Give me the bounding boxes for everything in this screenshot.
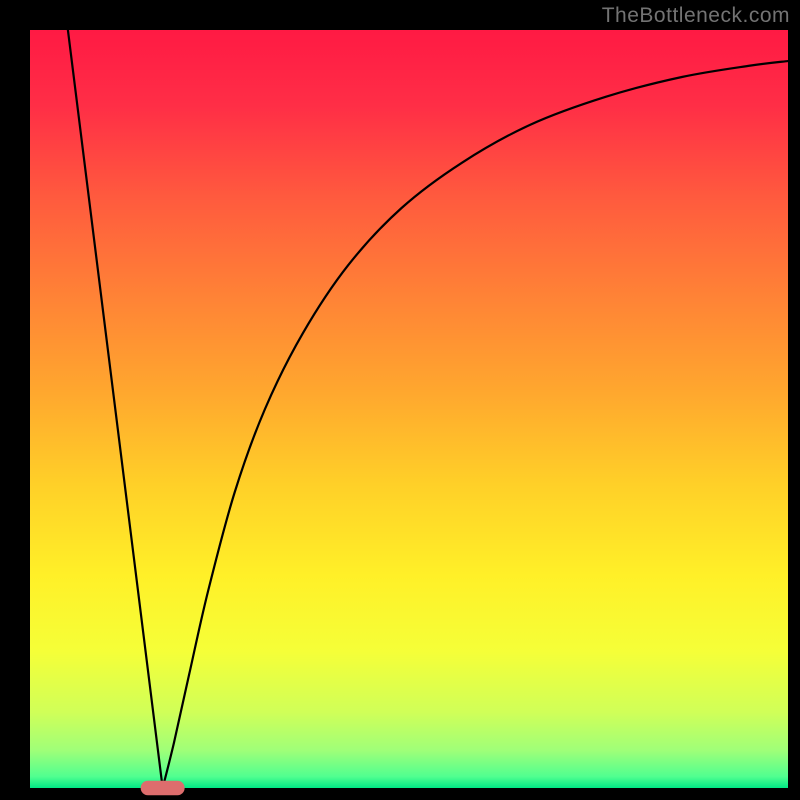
canvas: TheBottleneck.com — [0, 0, 800, 800]
vertex-marker — [141, 781, 185, 795]
watermark-text: TheBottleneck.com — [602, 4, 790, 28]
plot-area — [0, 0, 800, 800]
plot-svg — [0, 0, 800, 800]
plot-background — [30, 30, 788, 788]
